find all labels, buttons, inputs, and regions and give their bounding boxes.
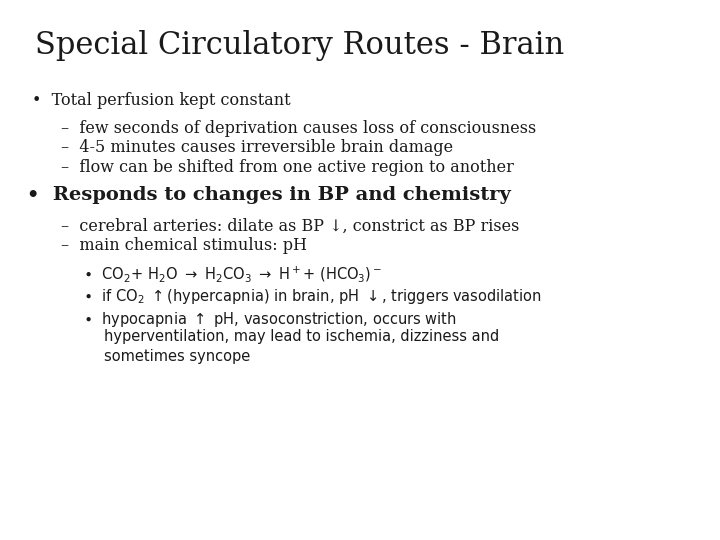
Text: •  Total perfusion kept constant: • Total perfusion kept constant — [32, 92, 291, 109]
Text: –  flow can be shifted from one active region to another: – flow can be shifted from one active re… — [61, 159, 514, 176]
Text: –  main chemical stimulus: pH: – main chemical stimulus: pH — [61, 237, 307, 254]
Text: •  Responds to changes in BP and chemistry: • Responds to changes in BP and chemistr… — [27, 186, 511, 204]
Text: –  few seconds of deprivation causes loss of consciousness: – few seconds of deprivation causes loss… — [61, 120, 536, 137]
Text: –  4-5 minutes causes irreversible brain damage: – 4-5 minutes causes irreversible brain … — [61, 139, 454, 156]
Text: –  cerebral arteries: dilate as BP ↓, constrict as BP rises: – cerebral arteries: dilate as BP ↓, con… — [61, 218, 520, 234]
Text: $\bullet$  if CO$_2$ $\uparrow$(hypercapnia) in brain, pH $\downarrow$, triggers: $\bullet$ if CO$_2$ $\uparrow$(hypercapn… — [83, 287, 541, 306]
Text: $\bullet$  hypocapnia $\uparrow$ pH, vasoconstriction, occurs with: $\bullet$ hypocapnia $\uparrow$ pH, vaso… — [83, 310, 456, 329]
Text: sometimes syncope: sometimes syncope — [104, 349, 251, 364]
Text: Special Circulatory Routes - Brain: Special Circulatory Routes - Brain — [35, 30, 564, 60]
Text: $\bullet$  CO$_2$+ H$_2$O $\rightarrow$ H$_2$CO$_3$ $\rightarrow$ H$^+$+ (HCO$_3: $\bullet$ CO$_2$+ H$_2$O $\rightarrow$ H… — [83, 265, 382, 284]
Text: hyperventilation, may lead to ischemia, dizziness and: hyperventilation, may lead to ischemia, … — [104, 329, 500, 345]
